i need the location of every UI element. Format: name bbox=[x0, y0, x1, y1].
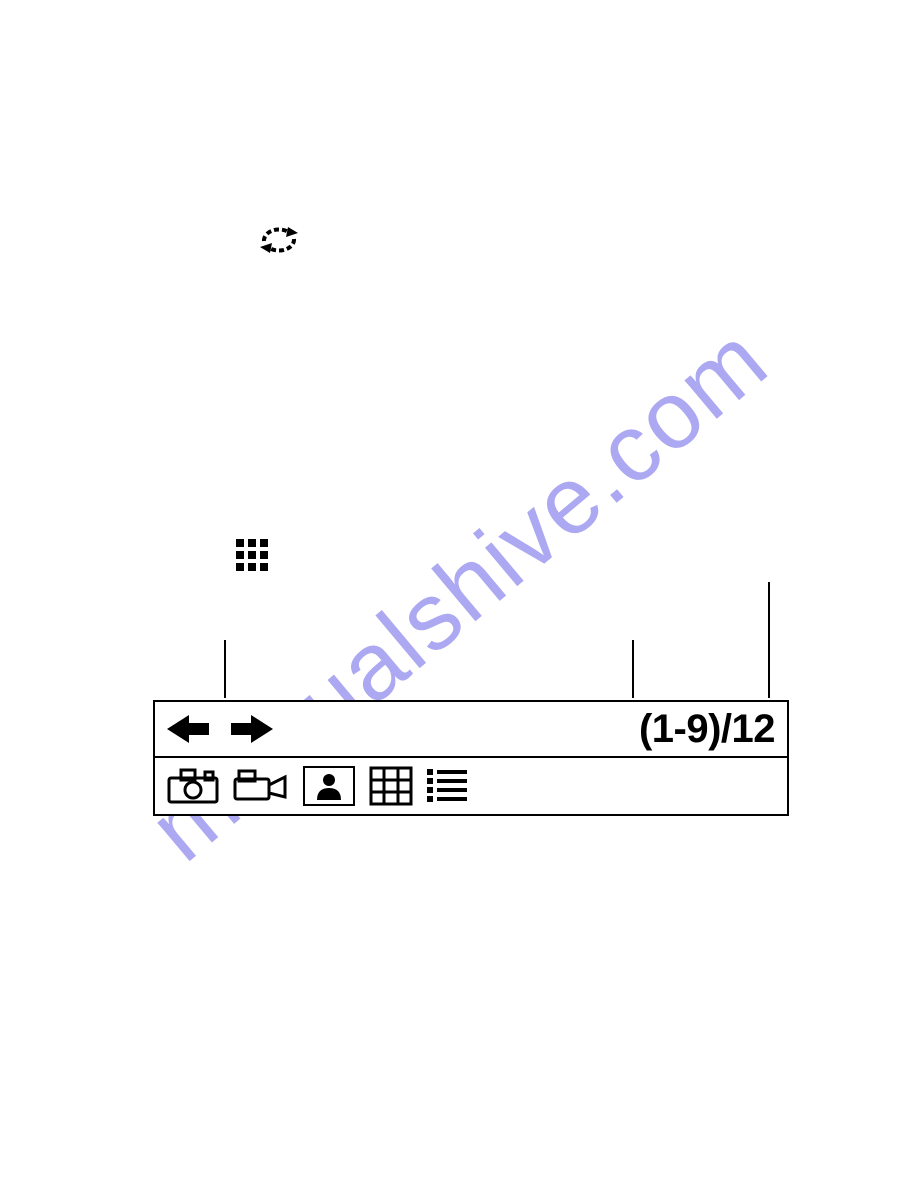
nav-arrows bbox=[167, 713, 273, 745]
panel-bottom-row bbox=[155, 758, 787, 814]
leader-line bbox=[768, 582, 770, 698]
camcorder-icon[interactable] bbox=[233, 769, 289, 803]
list-view-icon[interactable] bbox=[427, 769, 467, 803]
arrow-right-icon[interactable] bbox=[231, 713, 273, 745]
camera-icon[interactable] bbox=[167, 768, 219, 804]
panel-top-row: (1-9)/12 bbox=[155, 702, 787, 758]
grid-dots-icon bbox=[236, 539, 270, 571]
arrow-left-icon[interactable] bbox=[167, 713, 209, 745]
leader-line bbox=[632, 640, 634, 698]
page: manualshive.com bbox=[0, 0, 918, 1188]
mode-icons bbox=[167, 766, 467, 806]
page-counter: (1-9)/12 bbox=[639, 707, 775, 752]
lcd-panel: (1-9)/12 bbox=[153, 700, 789, 816]
single-view-icon[interactable] bbox=[303, 766, 355, 806]
rotate-icon bbox=[258, 223, 300, 257]
thumbnail-grid-icon[interactable] bbox=[369, 766, 413, 806]
leader-line bbox=[224, 640, 226, 698]
